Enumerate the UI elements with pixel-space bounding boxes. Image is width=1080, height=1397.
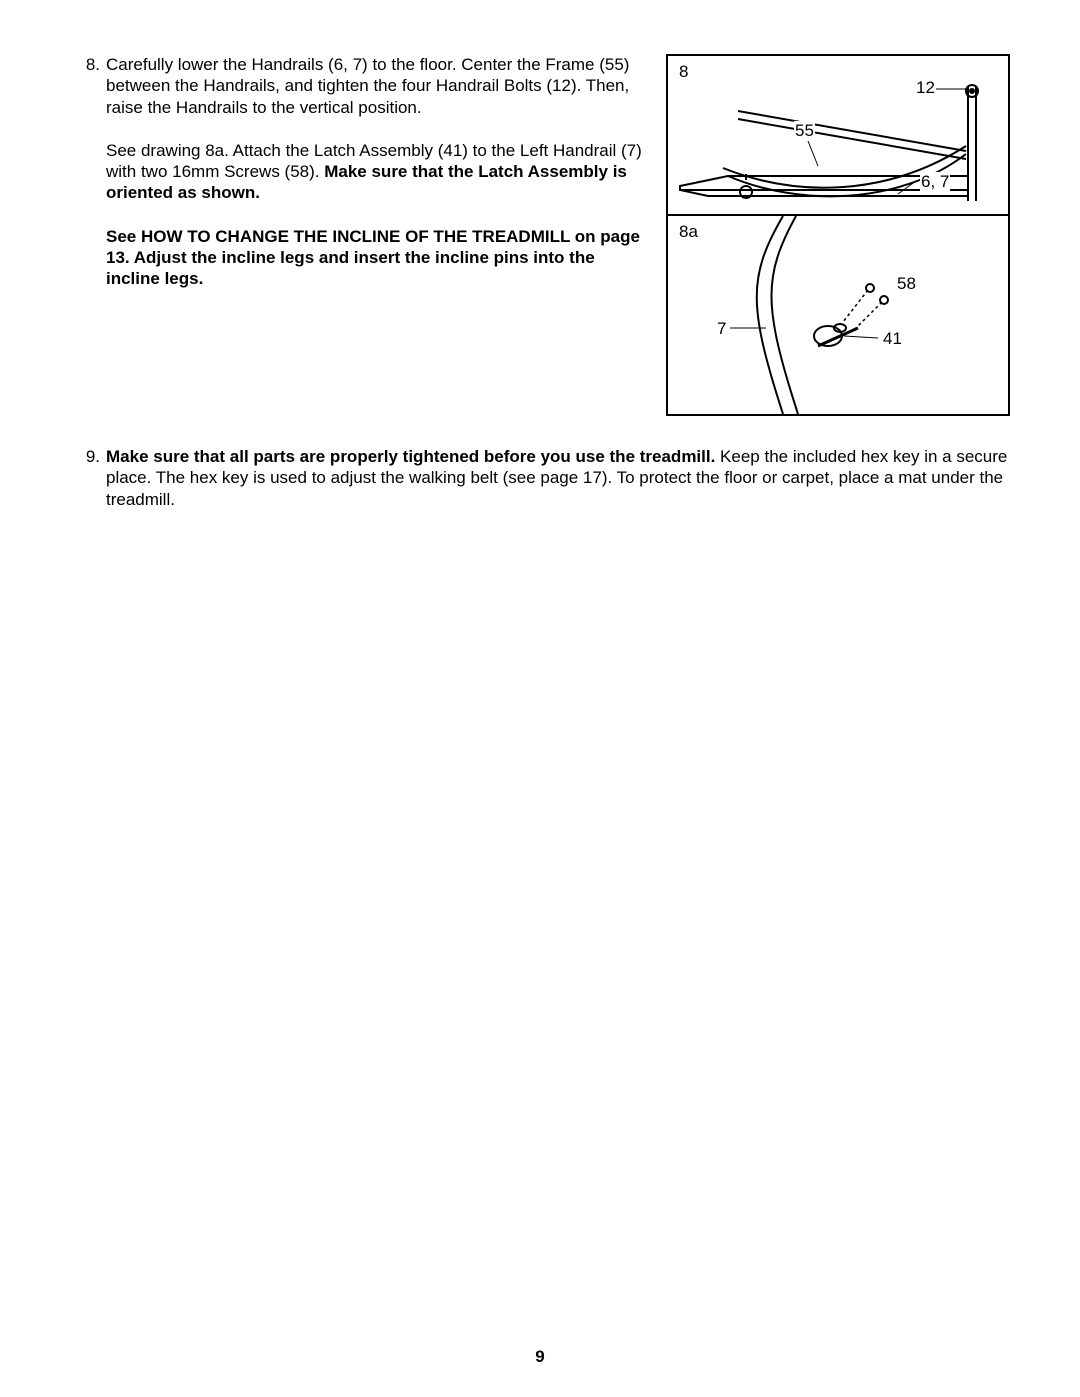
step9-body: Make sure that all parts are properly ti… xyxy=(106,446,1010,510)
step8-para3: See HOW TO CHANGE THE INCLINE OF THE TRE… xyxy=(106,226,646,290)
step9-para1-bold: Make sure that all parts are properly ti… xyxy=(106,447,715,466)
callout-6-7: 6, 7 xyxy=(920,172,950,192)
callout-12: 12 xyxy=(915,78,936,98)
figure-box: 8 12 55 6, 7 xyxy=(666,54,1010,416)
callout-58: 58 xyxy=(896,274,917,294)
figure-8-id: 8 xyxy=(678,62,689,82)
callout-41: 41 xyxy=(882,329,903,349)
callout-55: 55 xyxy=(794,121,815,141)
step8-para2: See drawing 8a. Attach the Latch Assembl… xyxy=(106,140,646,204)
step9-number: 9. xyxy=(70,446,106,510)
figure-8a-id: 8a xyxy=(678,222,699,242)
figure-8: 8 12 55 6, 7 xyxy=(668,56,1008,216)
step8-number: 8. xyxy=(70,54,106,289)
callout-7: 7 xyxy=(716,319,727,339)
step8-row: 8. Carefully lower the Handrails (6, 7) … xyxy=(70,54,1010,416)
step8: 8. Carefully lower the Handrails (6, 7) … xyxy=(70,54,646,289)
manual-page: 8. Carefully lower the Handrails (6, 7) … xyxy=(0,0,1080,1397)
figure-8a: 8a 58 7 41 xyxy=(668,216,1008,414)
step8-body: Carefully lower the Handrails (6, 7) to … xyxy=(106,54,646,289)
step8-para3-bold: See HOW TO CHANGE THE INCLINE OF THE TRE… xyxy=(106,227,640,289)
figure-8-svg xyxy=(668,56,1008,216)
step8-para1: Carefully lower the Handrails (6, 7) to … xyxy=(106,54,646,118)
figure-8a-svg xyxy=(668,216,1008,414)
step8-text-column: 8. Carefully lower the Handrails (6, 7) … xyxy=(70,54,666,311)
step9-para1: Make sure that all parts are properly ti… xyxy=(106,446,1010,510)
page-number: 9 xyxy=(0,1347,1080,1367)
step9: 9. Make sure that all parts are properly… xyxy=(70,446,1010,510)
